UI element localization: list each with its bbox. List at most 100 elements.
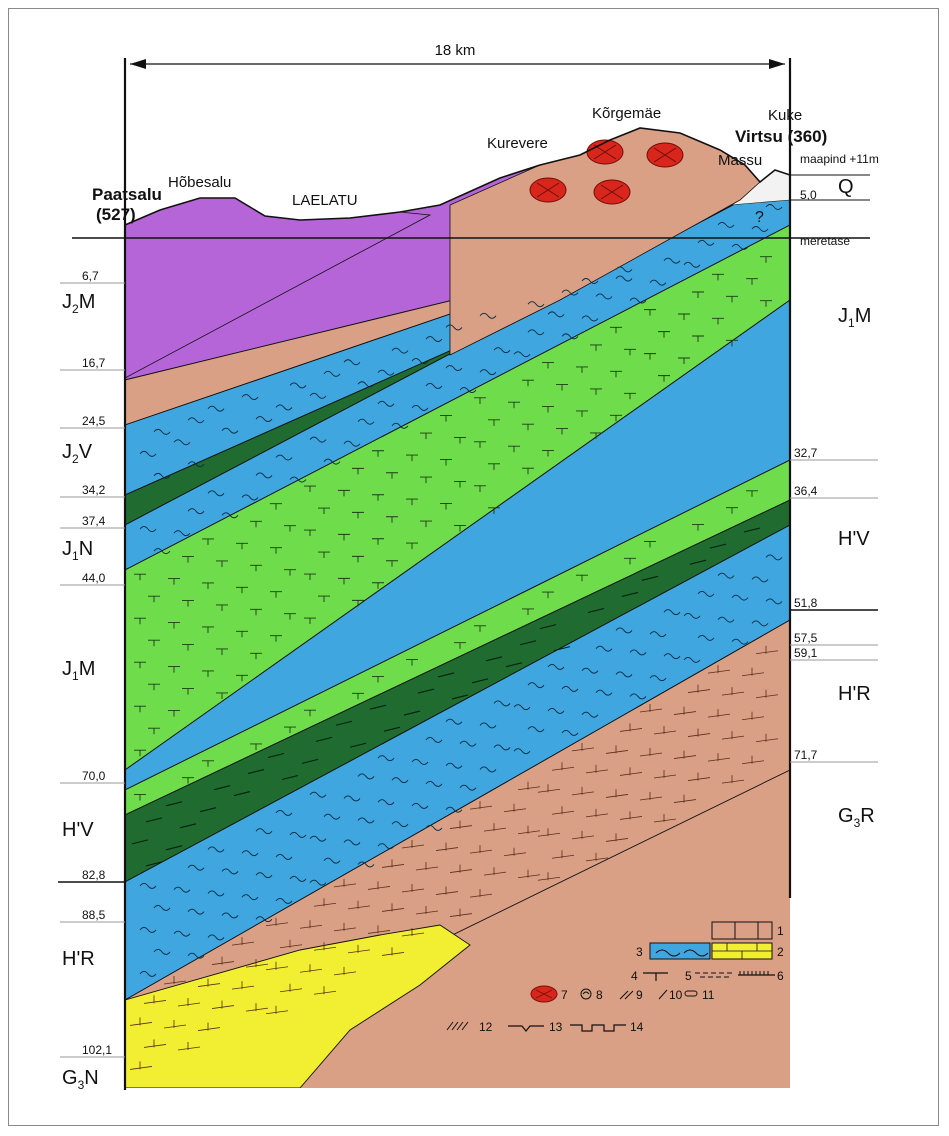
place-hobesalu: Hõbesalu [168,174,231,191]
legend-symbol-7 [530,985,558,1003]
legend-num-5: 5 [685,969,692,983]
legend-swatch-3-wave [655,949,709,957]
left-depth-8: 82,8 [82,868,106,882]
place-kurevere: Kurevere [487,135,548,152]
legend-symbol-14 [570,1024,626,1032]
layer-yellow-g3n [125,924,471,1088]
place-kuke: Kuke [768,107,802,124]
q-label: Q [838,176,854,198]
right-depth-6: 71,7 [794,748,818,762]
layer-blue-thin [125,299,790,791]
left-unit-5: H'V [62,819,94,841]
reef-2 [646,142,684,168]
layer-green-lower [125,459,790,816]
reef-1 [586,139,624,165]
right-unit-1: J1M [838,305,871,330]
legend-num-2: 2 [777,945,784,959]
legend-num-8: 8 [596,988,603,1002]
pattern-green-lower [134,490,758,801]
legend-num-6: 6 [777,969,784,983]
scale-arrow-right [769,59,785,69]
scale-label: 18 km [435,42,476,59]
legend-num-13: 13 [549,1020,563,1034]
left-depth-4: 34,2 [82,483,106,497]
left-unit-labels: J2M J2V J1N J1M H'V H'R G3N [62,291,99,1092]
legend-num-14: 14 [630,1020,644,1034]
well-right-name: Virtsu (360) [735,127,827,146]
legend-symbol-9 [619,990,634,1000]
legend: 1 3 2 4 5 6 7 8 9 10 11 12 13 [446,921,784,1034]
ground-surface-line [124,127,791,226]
right-unit-labels: J1M H'V H'R G3R [838,305,875,830]
layer-blue-hr [125,524,790,1001]
sea-level-label: meretase [800,234,850,248]
scale-arrow-left [130,59,146,69]
pattern-blue-hr [139,554,783,977]
right-depth-1: 32,7 [794,446,818,460]
question-mark: ? [755,209,764,226]
legend-num-3: 3 [636,945,643,959]
legend-swatch-1 [711,921,773,940]
left-unit-6: H'R [62,948,95,970]
left-unit-1: J2M [62,291,95,316]
surface-label: maapind +11m [800,152,879,166]
pattern-blue-upper [139,266,633,479]
reef-symbols [529,139,684,205]
pattern-blue-j2v [139,204,783,555]
place-laelatu: LAELATU [292,192,358,209]
strata-layers [125,128,790,1088]
legend-num-7: 7 [561,988,568,1002]
left-depth-3: 24,5 [82,414,106,428]
legend-symbol-12 [446,1021,469,1031]
right-depth-2: 36,4 [794,484,818,498]
strata-patterns [129,204,783,1070]
legend-symbol-6-ticks [739,971,769,975]
legend-symbol-13 [508,1025,544,1032]
legend-num-12: 12 [479,1020,493,1034]
legend-symbol-4 [643,972,668,981]
right-unit-3: H'R [838,683,871,705]
pattern-green-j1m [134,256,772,757]
place-massu: Massu [718,152,762,169]
layer-green-j1m [125,224,790,771]
left-depth-6: 44,0 [82,571,106,585]
legend-num-11: 11 [702,988,715,1002]
left-unit-4: J1M [62,658,95,683]
pattern-dark-green [131,527,761,867]
left-unit-7: G3N [62,1067,99,1092]
reef-3 [529,177,567,203]
pattern-salmon-g3r [129,645,779,1070]
legend-symbol-11 [684,990,698,997]
legend-swatch-2-blocks [712,943,772,959]
legend-symbol-5 [695,972,735,978]
legend-num-4: 4 [631,969,638,983]
legend-num-1: 1 [777,924,784,938]
left-depth-10: 102,1 [82,1043,112,1057]
legend-symbol-10 [658,989,668,1000]
left-depth-7: 70,0 [82,769,106,783]
left-depth-ticks: 6,7 16,7 24,5 34,2 37,4 44,0 70,0 82,8 88,5 102,1 [58,269,125,1058]
right-depth-3: 51,8 [794,596,818,610]
right-depth-ticks: 32,7 36,4 51,8 57,559,1 71,7 [790,446,878,763]
legend-num-9: 9 [636,988,643,1002]
right-depth-4: 57,5 [794,631,818,645]
right-unit-2: H'V [838,528,870,550]
left-depth-5: 37,4 [82,514,106,528]
reef-4 [593,179,631,205]
legend-num-10: 10 [669,988,683,1002]
q-depth: 5,0 [800,188,817,202]
left-depth-2: 16,7 [82,356,106,370]
legend-swatch-3 [649,942,711,960]
right-depth-5: 59,1 [794,646,818,660]
left-unit-3: J1N [62,538,93,563]
right-unit-4: G3R [838,805,875,830]
figure-frame [8,8,939,1126]
left-depth-9: 88,5 [82,908,106,922]
left-depth-1: 6,7 [82,269,99,283]
well-left-name: Paatsalu [92,185,162,204]
legend-symbol-8 [580,988,592,1000]
left-unit-2: J2V [62,441,93,466]
well-left-code: (527) [96,205,136,224]
place-korgemae: Kõrgemäe [592,105,661,122]
